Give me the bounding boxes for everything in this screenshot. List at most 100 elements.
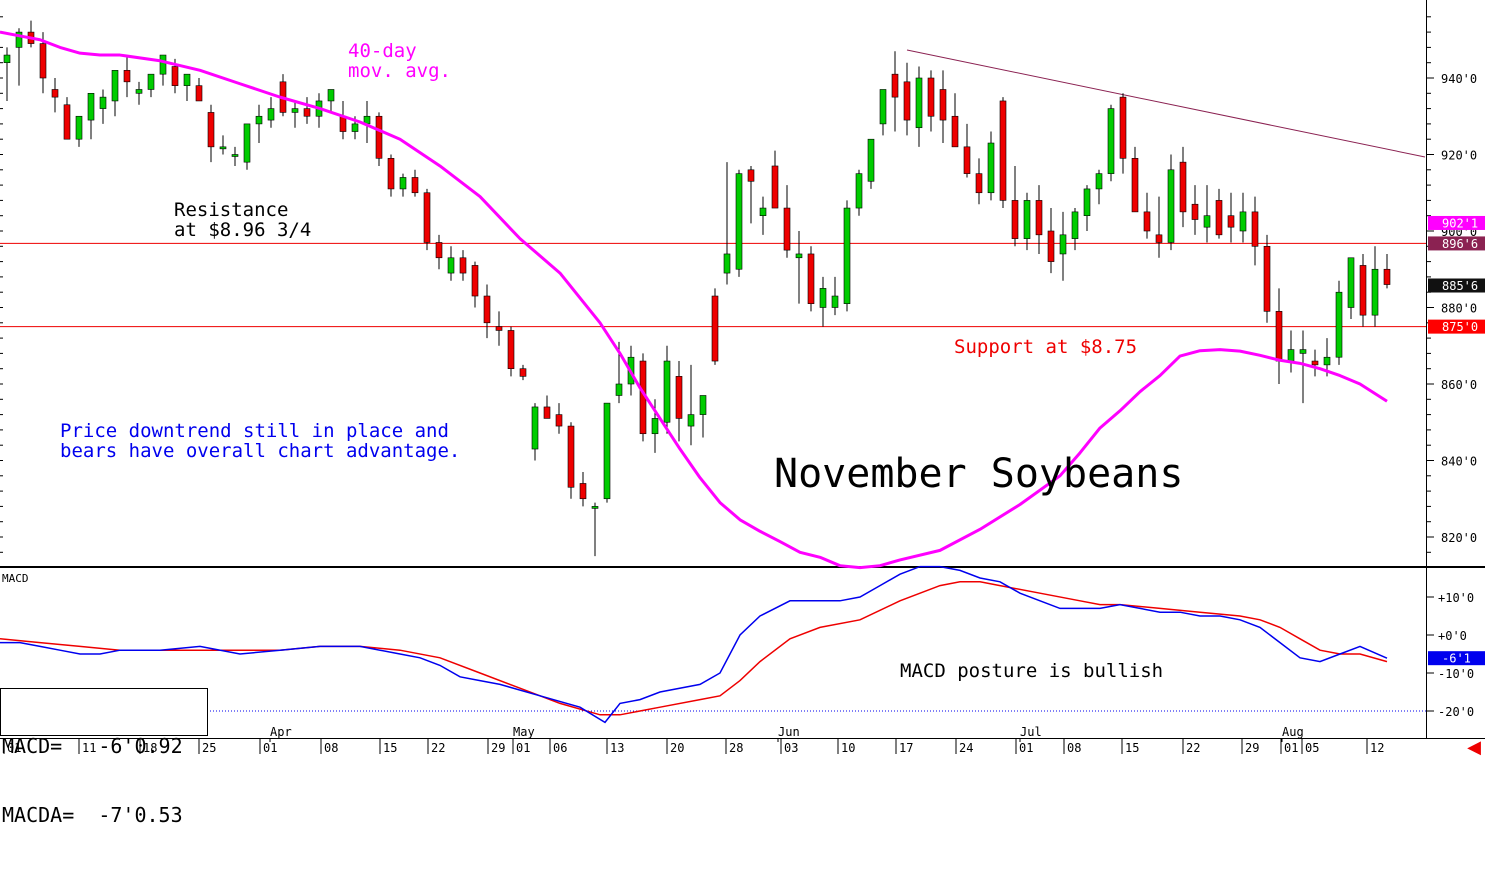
price-flag-2-label: 885'6 bbox=[1442, 279, 1478, 293]
candle-body-up bbox=[147, 73, 155, 90]
price-flags: 902'1 896'6 885'6 875'0 -6'1 bbox=[1428, 215, 1485, 666]
candle-body-up bbox=[1167, 169, 1175, 243]
candle-body-down bbox=[375, 115, 383, 159]
candle bbox=[183, 73, 191, 101]
candle-body-down bbox=[1215, 200, 1223, 236]
day-label: 06 bbox=[553, 741, 567, 755]
candle-body-down bbox=[471, 265, 479, 297]
candle bbox=[3, 47, 11, 101]
candle-body-up bbox=[663, 360, 671, 423]
day-label: 15 bbox=[1125, 741, 1139, 755]
macd-readout-box: MACD= -6'0.92 MACDA= -7'0.53 bbox=[0, 688, 208, 827]
day-label: 25 bbox=[202, 741, 216, 755]
candle bbox=[963, 123, 971, 178]
candle bbox=[51, 78, 59, 113]
price-flag-0-bg bbox=[1428, 215, 1485, 230]
candle-body-down bbox=[1011, 200, 1019, 239]
day-label: 01 bbox=[516, 741, 530, 755]
macd-tick-label: +0'0 bbox=[1438, 629, 1467, 643]
candle bbox=[147, 73, 155, 98]
resistance-annotation-line1: Resistance bbox=[174, 199, 288, 221]
candle-body-down bbox=[195, 85, 203, 102]
candle bbox=[1227, 192, 1235, 243]
candle bbox=[327, 89, 335, 113]
candle bbox=[663, 345, 671, 434]
candle bbox=[951, 93, 959, 148]
candle bbox=[1239, 192, 1247, 243]
candle-body-up bbox=[399, 177, 407, 190]
candle bbox=[1167, 154, 1175, 251]
candle bbox=[1371, 246, 1379, 327]
day-label: 22 bbox=[431, 741, 445, 755]
month-label: Jun bbox=[778, 725, 800, 739]
month-label: Aug bbox=[1282, 725, 1304, 739]
candle-body-up bbox=[867, 138, 875, 182]
candle-body-up bbox=[1059, 234, 1067, 255]
candle-body-up bbox=[1203, 215, 1211, 228]
ma40-line bbox=[0, 30, 1388, 570]
candle-body-up bbox=[351, 123, 359, 132]
day-label: 20 bbox=[670, 741, 684, 755]
candle bbox=[87, 93, 95, 140]
day-label: 29 bbox=[491, 741, 505, 755]
macd-series-macd bbox=[0, 565, 1388, 724]
trendline-segment bbox=[906, 49, 1426, 158]
candle-body-up bbox=[1083, 188, 1091, 217]
macd-tick-label: -10'0 bbox=[1438, 667, 1474, 681]
candle bbox=[423, 188, 431, 251]
day-label: 18 bbox=[143, 741, 157, 755]
candle-body-up bbox=[1023, 200, 1031, 239]
candle bbox=[1071, 208, 1079, 251]
candle-body-up bbox=[843, 207, 851, 304]
candle-body-down bbox=[63, 104, 71, 140]
candle bbox=[1347, 257, 1355, 319]
day-label: 08 bbox=[1067, 741, 1081, 755]
candle-body-down bbox=[1047, 230, 1055, 262]
candle-body-down bbox=[1263, 246, 1271, 312]
day-label: 08 bbox=[324, 741, 338, 755]
candle bbox=[1263, 234, 1271, 323]
macd-flag-bg bbox=[1428, 651, 1485, 666]
candle-body-down bbox=[123, 70, 131, 83]
candle bbox=[1047, 208, 1055, 274]
day-label: 15 bbox=[383, 741, 397, 755]
candle bbox=[903, 62, 911, 136]
candle bbox=[255, 104, 263, 144]
candle-body-down bbox=[711, 295, 719, 362]
scroll-left-arrow-icon[interactable]: ◀ bbox=[1467, 737, 1481, 758]
candle bbox=[1215, 188, 1223, 239]
candle-body-up bbox=[855, 173, 863, 209]
day-label: 28 bbox=[729, 741, 743, 755]
ma-annotation-line2: mov. avg. bbox=[348, 60, 451, 82]
candle bbox=[771, 150, 779, 209]
candle bbox=[939, 70, 947, 144]
candle-body-up bbox=[735, 173, 743, 270]
candle bbox=[795, 231, 803, 304]
candle-body-up bbox=[327, 89, 335, 102]
soybean-chart: 940'0 920'0 900'0 880'0 860'0 840'0 820'0 +10'… bbox=[0, 0, 1485, 827]
day-label: 12 bbox=[1370, 741, 1384, 755]
candle-body-up bbox=[1107, 108, 1115, 174]
day-label: 11 bbox=[82, 741, 96, 755]
candle bbox=[1179, 146, 1187, 228]
candle-body-down bbox=[555, 414, 563, 427]
candle-body-up bbox=[723, 253, 731, 274]
candle bbox=[291, 100, 299, 128]
price-tick-label: 940'0 bbox=[1441, 72, 1477, 86]
commentary-line1: Price downtrend still in place and bbox=[60, 420, 449, 442]
candle bbox=[1335, 280, 1343, 365]
candle-body-up bbox=[15, 31, 23, 48]
candle-body-down bbox=[999, 100, 1007, 201]
candle-body-down bbox=[771, 165, 779, 209]
candle-body-down bbox=[459, 257, 467, 274]
candle-body-up bbox=[267, 108, 275, 121]
candle bbox=[195, 78, 203, 102]
candle bbox=[387, 154, 395, 197]
day-label: 10 bbox=[841, 741, 855, 755]
candle-body-up bbox=[879, 89, 887, 125]
price-tick-label: 920'0 bbox=[1441, 149, 1477, 163]
candle bbox=[855, 169, 863, 216]
candle-body-up bbox=[447, 257, 455, 274]
candle-body-down bbox=[1155, 234, 1163, 243]
